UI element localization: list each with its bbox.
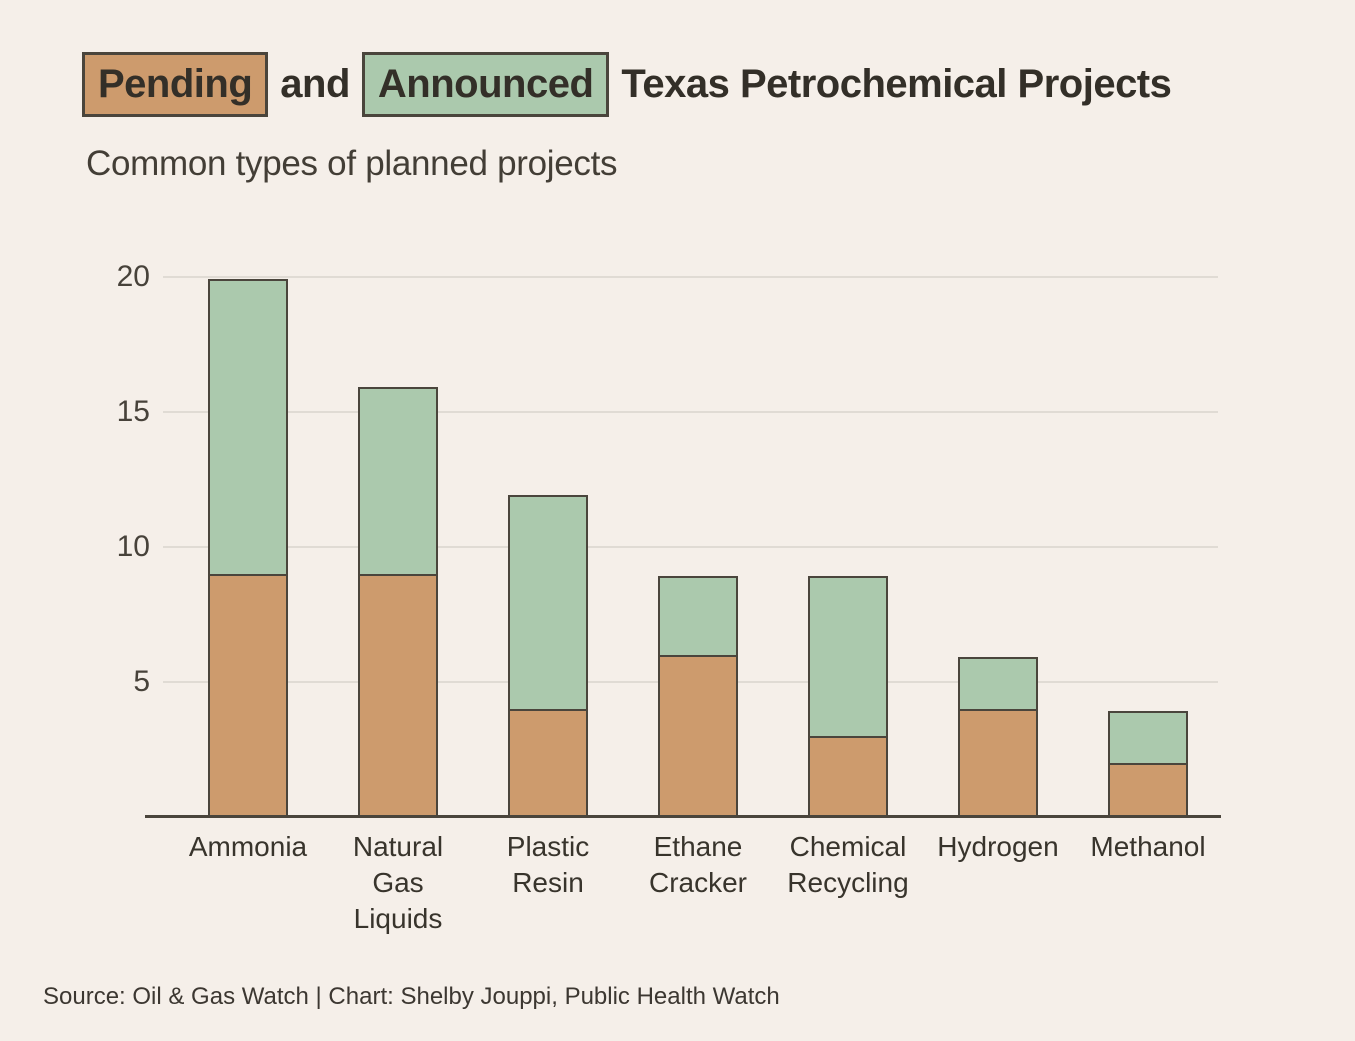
x-axis-label-ammonia: Ammonia [163,829,333,865]
x-axis-label-line: Liquids [353,903,443,934]
bar-pending-chemical-recycling [808,736,888,817]
x-axis-label-line: Ethane [653,831,743,862]
title-rest-text: Texas Petrochemical Projects [621,62,1172,106]
bar-pending-ethane-cracker [658,655,738,817]
bar-pending-ammonia [208,574,288,817]
bar-pending-natural-gas-liquids [358,574,438,817]
chart-title: Pending and Announced Texas Petrochemica… [82,52,1172,117]
x-axis-label-hydrogen: Hydrogen [913,829,1083,865]
title-and-text: and [280,62,350,106]
x-axis-label-line: Methanol [1090,831,1206,862]
bar-announced-hydrogen [958,657,1038,711]
chart-subtitle: Common types of planned projects [86,144,618,183]
x-axis-label-line: Hydrogen [937,831,1059,862]
bar-announced-methanol [1108,711,1188,765]
gridline-y-15 [163,411,1218,413]
bar-announced-ammonia [208,279,288,576]
y-axis-tick-10: 10 [116,530,150,563]
x-axis-label-plastic-resin: Plastic Resin [463,829,633,901]
x-axis-label-ethane-cracker: Ethane Cracker [613,829,783,901]
legend-announced-swatch: Announced [361,52,610,117]
x-axis-label-line: Cracker [648,867,747,898]
legend-pending-swatch: Pending [82,52,269,117]
bar-announced-natural-gas-liquids [358,387,438,576]
x-axis-label-line: Resin [512,867,584,898]
x-axis-label-methanol: Methanol [1063,829,1233,865]
x-axis-line [145,815,1221,818]
x-axis-label-line: Recycling [787,867,909,898]
y-axis-tick-5: 5 [133,665,150,698]
x-axis-label-line: Ammonia [188,831,308,862]
x-axis-label-line: Chemical [789,831,907,862]
bar-pending-methanol [1108,763,1188,817]
bar-pending-hydrogen [958,709,1038,817]
source-credit: Source: Oil & Gas Watch | Chart: Shelby … [43,983,780,1010]
y-axis-tick-15: 15 [116,395,150,428]
gridline-y-20 [163,276,1218,278]
y-axis-tick-20: 20 [116,260,150,293]
bar-announced-ethane-cracker [658,576,738,657]
x-axis-label-line: Natural [352,831,444,862]
gridline-y-10 [163,546,1218,548]
bar-announced-plastic-resin [508,495,588,711]
x-axis-label-line: Gas [372,867,424,898]
bar-pending-plastic-resin [508,709,588,817]
x-axis-label-natural-gas-liquids: Natural Gas Liquids [313,829,483,937]
x-axis-label-line: Plastic [506,831,590,862]
bar-announced-chemical-recycling [808,576,888,738]
x-axis-label-chemical-recycling: Chemical Recycling [763,829,933,901]
